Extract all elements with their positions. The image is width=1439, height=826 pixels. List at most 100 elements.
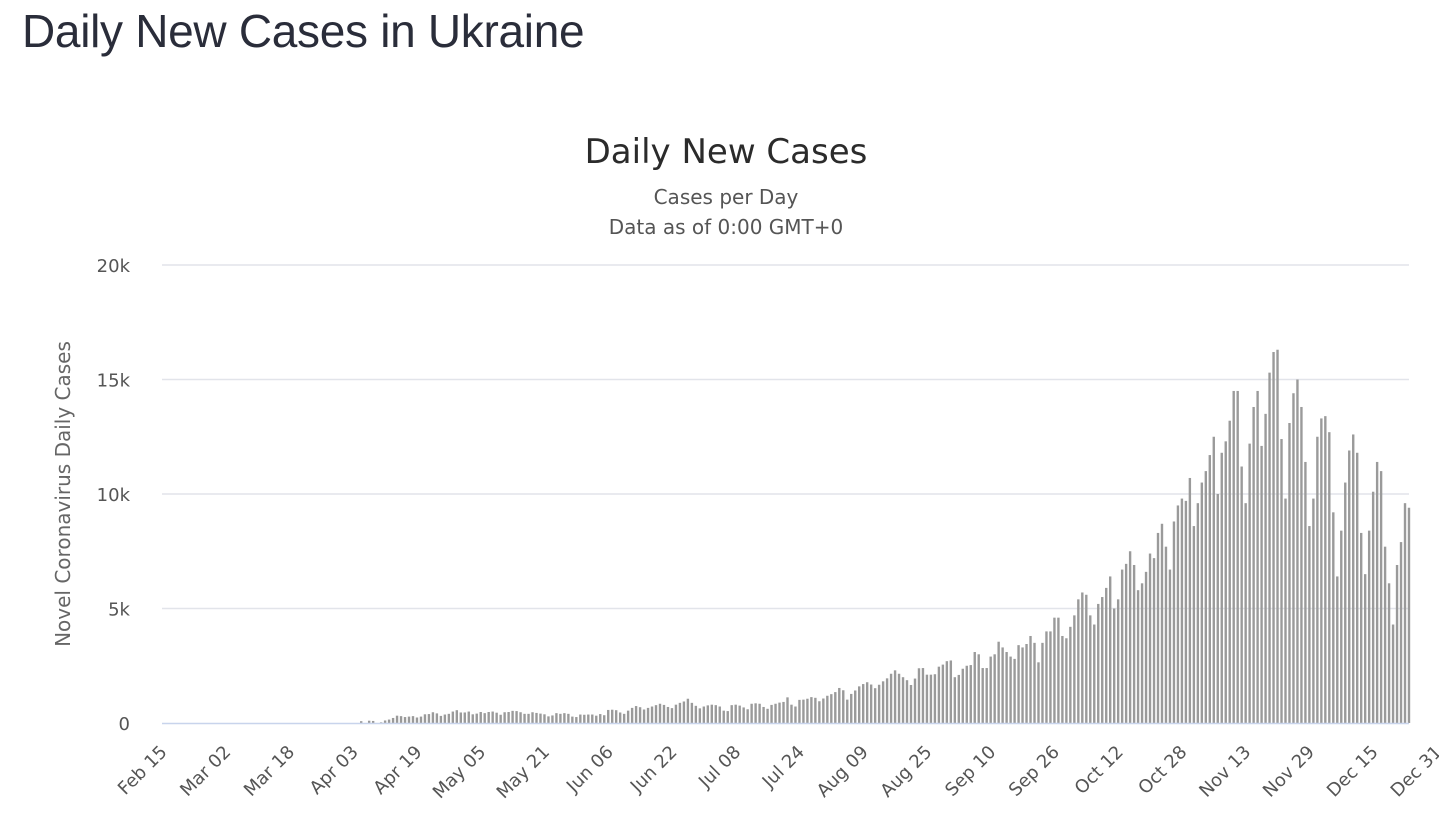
bar	[495, 712, 498, 723]
bar	[1292, 393, 1295, 723]
bar	[1360, 532, 1363, 723]
bar	[1144, 571, 1148, 723]
bar	[1288, 423, 1291, 723]
x-tick-label: Dec 31	[1387, 742, 1439, 802]
bar	[1029, 635, 1032, 723]
bar	[929, 674, 933, 723]
x-tick-label: Jul 24	[758, 742, 809, 793]
bar	[798, 699, 801, 723]
bar	[618, 712, 622, 723]
bar	[1304, 461, 1307, 723]
bar	[714, 705, 717, 723]
bar	[925, 674, 929, 723]
bar	[989, 656, 992, 723]
bar	[1017, 645, 1020, 723]
bar	[981, 668, 984, 723]
bar	[387, 719, 391, 723]
bar	[1196, 503, 1200, 723]
bar	[905, 680, 909, 723]
bar	[1037, 662, 1040, 723]
x-tick-label: Apr 03	[306, 742, 363, 799]
bar	[1236, 390, 1239, 723]
bar	[1332, 512, 1335, 723]
x-tick-label: Mar 18	[240, 742, 299, 801]
bar	[1192, 526, 1196, 723]
bar	[527, 713, 530, 723]
y-tick-label: 15k	[97, 371, 131, 392]
bar	[873, 688, 877, 723]
bar	[1136, 590, 1140, 723]
bar	[1367, 530, 1371, 723]
bar	[603, 715, 606, 723]
bar	[1013, 658, 1016, 723]
bar	[475, 713, 478, 723]
bar	[515, 711, 518, 723]
bar	[1057, 617, 1060, 723]
bar	[1256, 390, 1259, 723]
bar	[646, 707, 650, 723]
bar	[901, 677, 905, 723]
bar	[1316, 436, 1319, 723]
bar	[897, 673, 901, 723]
bar	[694, 705, 698, 723]
bar	[551, 715, 554, 723]
bar	[459, 712, 462, 723]
bar	[1097, 603, 1100, 723]
bar	[822, 698, 825, 723]
x-tick-label: Feb 15	[114, 742, 172, 800]
bar	[483, 713, 486, 723]
bar	[1089, 615, 1092, 723]
bar	[985, 668, 988, 723]
bar	[654, 705, 658, 723]
bar	[1407, 507, 1411, 723]
bar	[595, 715, 598, 723]
bar	[1352, 434, 1355, 723]
chart-subtitle-data-as-of: Data as of 0:00 GMT+0	[609, 215, 844, 239]
bar	[1312, 498, 1315, 723]
bar	[1344, 482, 1347, 723]
bar	[786, 697, 789, 723]
bar	[1308, 526, 1311, 723]
bar	[1403, 503, 1407, 723]
bar	[1045, 631, 1048, 723]
bar	[965, 665, 968, 723]
bar	[367, 720, 371, 723]
bar	[511, 710, 514, 723]
bar	[1065, 638, 1068, 723]
bar	[758, 703, 761, 723]
x-tick-label: Jun 06	[562, 742, 618, 798]
bar	[1328, 432, 1331, 723]
x-tick-label: May 05	[429, 742, 490, 803]
bar	[1109, 576, 1112, 723]
bar	[1176, 505, 1180, 723]
bar	[670, 708, 674, 723]
bar	[1204, 471, 1208, 723]
bar	[889, 673, 893, 723]
bar	[913, 678, 917, 723]
bar	[491, 711, 494, 723]
page-title: Daily New Cases in Ukraine	[22, 5, 585, 57]
bar	[750, 703, 753, 723]
bar	[1180, 498, 1184, 723]
bar	[1093, 624, 1096, 723]
bar	[861, 684, 865, 723]
bar	[690, 702, 694, 723]
bar	[718, 706, 721, 723]
bar	[1240, 466, 1243, 723]
bar	[1061, 635, 1064, 723]
bar	[1244, 503, 1247, 723]
x-tick-label: Dec 15	[1323, 742, 1383, 802]
bar	[626, 710, 630, 723]
bar	[1224, 441, 1227, 723]
bar	[1009, 656, 1012, 723]
bar	[523, 713, 526, 723]
bar	[754, 703, 757, 723]
bar	[403, 717, 407, 723]
bar	[1085, 594, 1088, 723]
bar	[1005, 652, 1008, 723]
bar	[945, 661, 949, 723]
y-tick-label: 0	[119, 714, 130, 735]
bar	[1395, 564, 1399, 723]
bar	[611, 709, 614, 723]
bar	[686, 698, 690, 723]
